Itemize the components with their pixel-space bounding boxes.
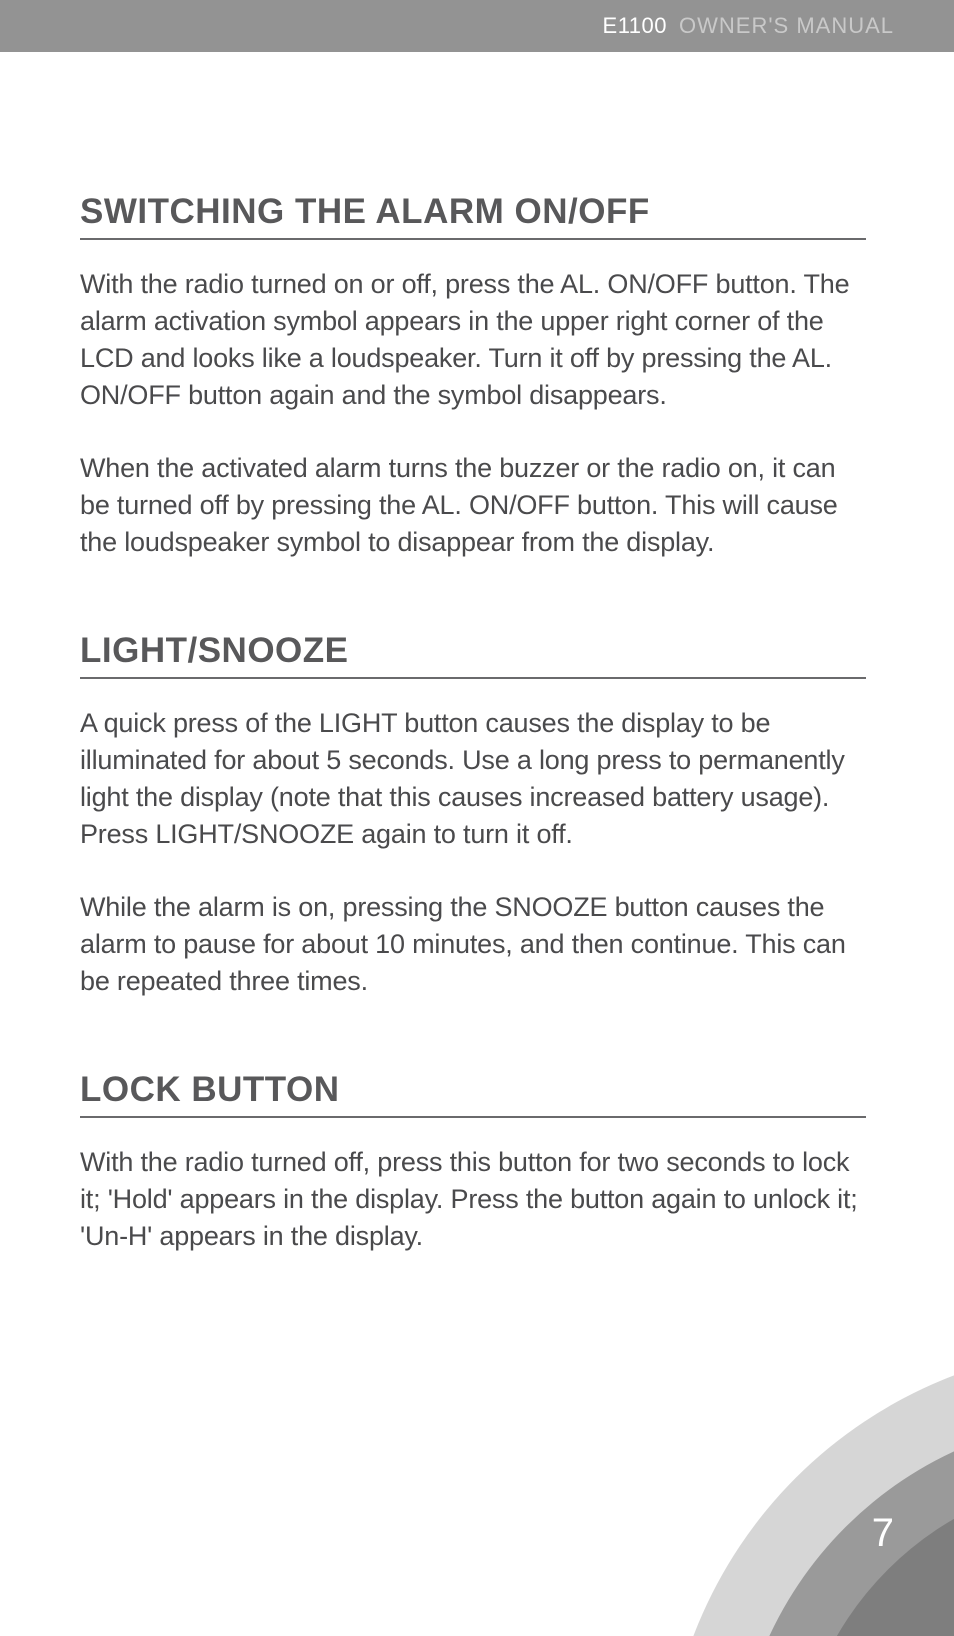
section-heading-lock: LOCK BUTTON (80, 1070, 866, 1118)
section-heading-alarm: SWITCHING THE ALARM ON/OFF (80, 192, 866, 240)
body-paragraph: A quick press of the LIGHT button causes… (80, 705, 866, 853)
header-bar: E1100 OWNER'S MANUAL (0, 0, 954, 52)
arc-outer (664, 1346, 954, 1636)
body-paragraph: With the radio turned on or off, press t… (80, 266, 866, 414)
header-title: OWNER'S MANUAL (679, 13, 894, 39)
arc-inner (794, 1476, 954, 1636)
corner-decoration (614, 1236, 954, 1636)
arc-mid (734, 1416, 954, 1636)
body-paragraph: When the activated alarm turns the buzze… (80, 450, 866, 561)
section-gap (80, 1036, 866, 1070)
header-model: E1100 (603, 13, 667, 39)
manual-page: E1100 OWNER'S MANUAL SWITCHING THE ALARM… (0, 0, 954, 1636)
content-area: SWITCHING THE ALARM ON/OFF With the radi… (0, 52, 954, 1255)
body-paragraph: With the radio turned off, press this bu… (80, 1144, 866, 1255)
body-paragraph: While the alarm is on, pressing the SNOO… (80, 889, 866, 1000)
section-heading-light-snooze: LIGHT/SNOOZE (80, 631, 866, 679)
page-number: 7 (872, 1511, 894, 1556)
section-gap (80, 597, 866, 631)
